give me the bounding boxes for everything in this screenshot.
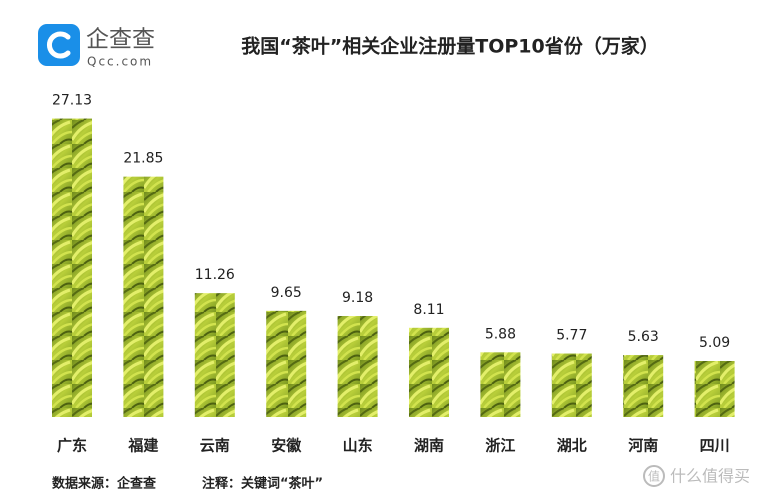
x-tick-label: 河南 [628, 437, 658, 455]
bar [337, 316, 378, 417]
chart-title: 我国“茶叶”相关企业注册量TOP10省份（万家） [241, 35, 658, 58]
logo-name: 企查查 [86, 27, 155, 53]
watermark-icon: 值 [648, 469, 660, 484]
bar [266, 310, 307, 417]
x-tick-label: 山东 [343, 437, 373, 455]
x-tick-label: 安徽 [271, 437, 302, 455]
value-label: 5.88 [485, 326, 516, 342]
bar [694, 361, 735, 417]
x-tick-label: 浙江 [485, 437, 515, 455]
source: 数据来源：企查查 [52, 476, 157, 492]
value-label: 9.18 [342, 290, 373, 306]
bar [623, 355, 664, 417]
x-tick-label: 云南 [200, 437, 230, 455]
bar [52, 118, 92, 417]
value-label: 8.11 [413, 302, 444, 318]
watermark: 什么值得买 [670, 467, 750, 486]
x-tick-label: 湖北 [557, 437, 587, 455]
x-tick-label: 福建 [127, 437, 159, 455]
bar [194, 293, 235, 417]
value-label: 9.65 [271, 285, 302, 301]
note: 注释：关键词“茶叶” [202, 476, 323, 492]
x-tick-label: 广东 [57, 437, 87, 455]
logo-mark [47, 31, 71, 59]
bar [551, 353, 592, 417]
bar [409, 327, 449, 417]
logo-domain: Qcc.com [87, 55, 153, 69]
watermark-icon-ring [643, 465, 665, 487]
x-tick-label: 湖南 [414, 437, 444, 455]
logo-icon [38, 24, 80, 66]
value-label: 5.09 [699, 335, 730, 351]
x-tick-label: 四川 [700, 437, 730, 455]
value-label: 27.13 [52, 93, 92, 109]
value-label: 11.26 [195, 267, 235, 283]
value-label: 5.63 [628, 329, 659, 345]
bar [480, 352, 521, 417]
value-label: 5.77 [556, 328, 587, 344]
value-label: 21.85 [123, 151, 163, 167]
bar [123, 176, 164, 417]
